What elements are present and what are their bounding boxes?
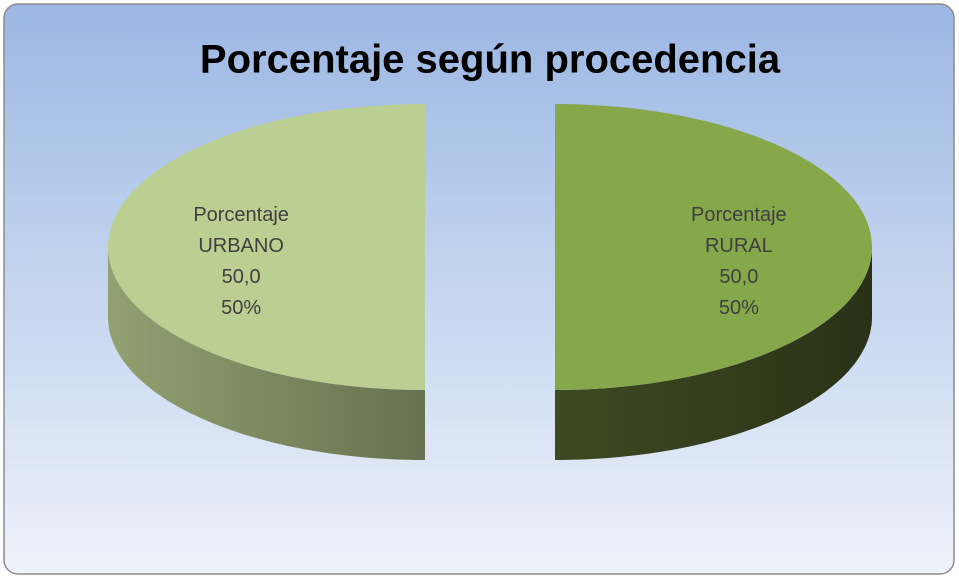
data-label: Porcentaje RURAL 50,0 50% xyxy=(659,200,819,324)
value-label: 50,0 xyxy=(221,266,261,288)
pie-slice-side xyxy=(108,247,425,460)
percent-label: 50% xyxy=(221,297,262,319)
value-label: 50,0 xyxy=(719,266,759,288)
chart-title: Porcentaje según procedencia xyxy=(200,38,781,82)
pie-slice xyxy=(108,104,425,390)
pie-slice-side xyxy=(555,247,872,460)
percent-label: 50% xyxy=(718,297,759,319)
pie-slice xyxy=(555,104,872,390)
category-label: Porcentaje RURAL xyxy=(691,204,787,257)
category-label: Porcentaje URBANO xyxy=(193,204,289,257)
data-label: Porcentaje URBANO 50,0 50% xyxy=(161,200,321,324)
